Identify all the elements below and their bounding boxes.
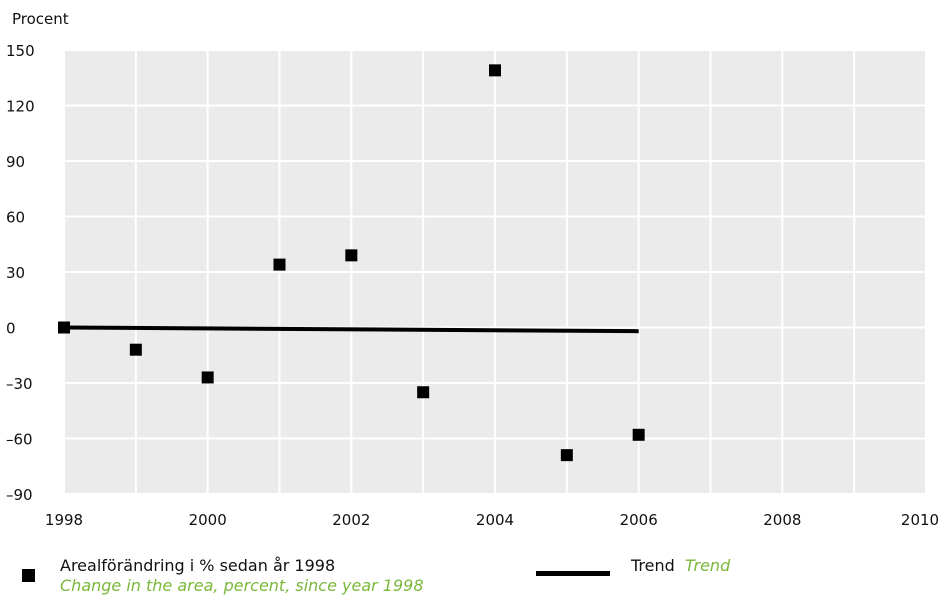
- data-point: [58, 321, 70, 334]
- legend-text: Arealförändring i % sedan år 1998 Change…: [60, 556, 424, 596]
- data-point: [560, 449, 573, 462]
- trend-line: [63, 325, 639, 334]
- y-tick-label: 60: [6, 209, 25, 227]
- y-tick-label: 150: [6, 42, 35, 60]
- y-tick-label: –60: [6, 431, 33, 449]
- data-point: [489, 64, 501, 77]
- x-tick-label: 2010: [901, 511, 939, 529]
- data-point: [632, 428, 645, 441]
- x-tick-label: 2002: [332, 511, 370, 529]
- legend-square-marker: [22, 569, 35, 582]
- legend-label-sv: Arealförändring i % sedan år 1998: [60, 556, 336, 575]
- x-axis-ticks: 1998 2000 2002 2004 2006 2008 2010: [45, 511, 939, 529]
- data-point: [129, 343, 142, 356]
- y-tick-label: 120: [6, 98, 35, 116]
- y-tick-label: 30: [6, 264, 25, 282]
- data-point: [417, 386, 430, 399]
- y-axis-ticks: 150 120 90 60 30 0 –30 –60 –90: [6, 42, 35, 504]
- x-tick-label: 2006: [620, 511, 658, 529]
- legend-text: Trend Trend: [631, 556, 730, 576]
- x-tick-label: 2008: [763, 511, 801, 529]
- data-point: [345, 249, 358, 262]
- data-point: [273, 258, 286, 271]
- x-tick-label: 2000: [189, 511, 227, 529]
- chart: Procent 150 120 90 60 30 0 –30 –60 –90 1998 2000 2…: [6, 10, 939, 529]
- y-tick-label: –30: [6, 375, 33, 393]
- y-tick-label: 0: [6, 320, 16, 338]
- y-tick-label: 90: [6, 153, 25, 171]
- y-axis-label: Procent: [12, 10, 69, 28]
- grid-lines: [63, 49, 927, 495]
- legend-line-marker: [536, 571, 610, 576]
- x-tick-label: 2004: [476, 511, 514, 529]
- x-tick-label: 1998: [45, 511, 83, 529]
- data-point: [201, 371, 214, 384]
- legend-label-en: Change in the area, percent, since year …: [60, 576, 424, 595]
- legend-label-en: Trend: [684, 556, 731, 575]
- scatter-points: [58, 64, 645, 462]
- legend-label-sv: Trend: [631, 556, 675, 575]
- y-tick-label: –90: [6, 486, 33, 504]
